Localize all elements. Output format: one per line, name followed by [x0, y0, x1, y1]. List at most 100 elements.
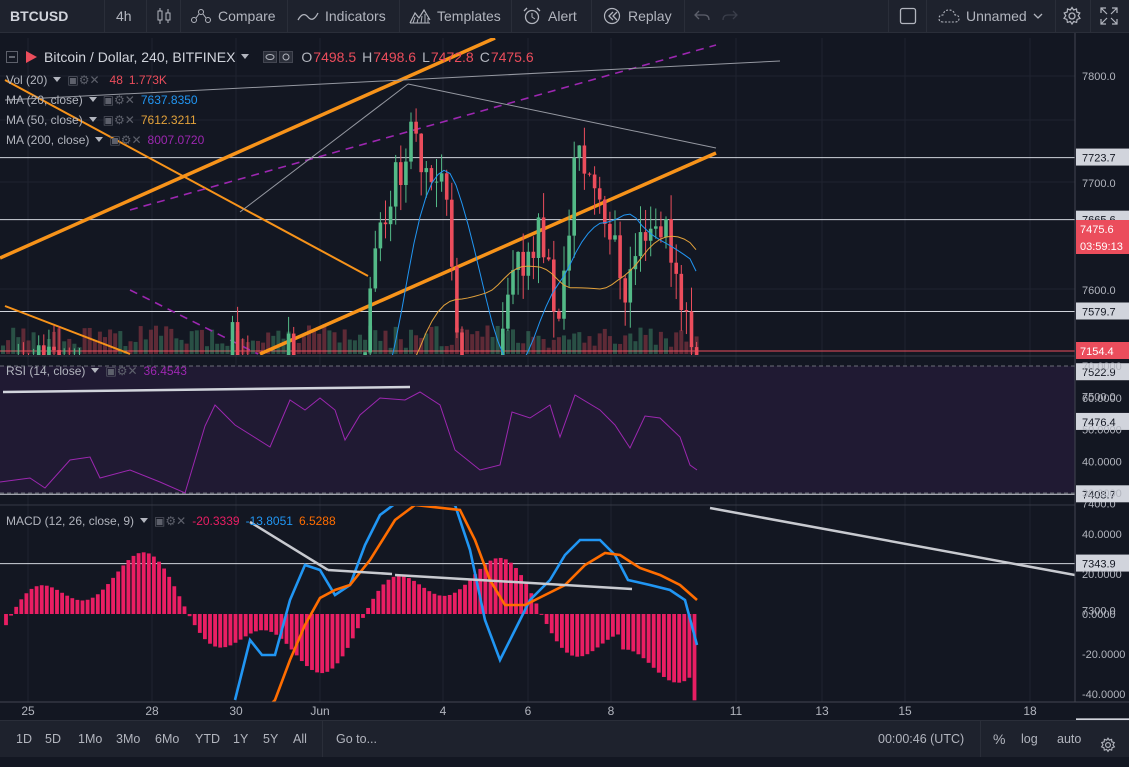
candle[interactable] — [552, 259, 556, 312]
time-tick[interactable]: 4 — [440, 704, 447, 718]
candle[interactable] — [608, 223, 612, 240]
time-tick[interactable]: Jun — [310, 704, 329, 718]
scale-settings-button[interactable] — [1100, 731, 1116, 753]
candle[interactable] — [444, 173, 449, 200]
templates-button[interactable]: Templates — [409, 0, 501, 32]
candle[interactable] — [393, 162, 398, 207]
indicator-label[interactable]: MA (20, close) — [6, 93, 83, 107]
time-tick[interactable]: 15 — [898, 704, 912, 718]
indicator-controls-icon[interactable]: ▣⚙✕ — [154, 514, 187, 528]
range-5y[interactable]: 5Y — [263, 732, 279, 746]
candle[interactable] — [404, 161, 408, 186]
candle[interactable] — [388, 206, 393, 225]
macd-pane[interactable] — [4, 500, 1075, 720]
legend-controls[interactable] — [263, 51, 294, 63]
time-tick[interactable]: 25 — [21, 704, 35, 718]
candle[interactable] — [562, 270, 566, 319]
dashed-trendline[interactable] — [129, 44, 717, 211]
candle[interactable] — [291, 333, 296, 366]
candle[interactable] — [628, 269, 633, 303]
candle[interactable] — [689, 311, 694, 348]
candle[interactable] — [378, 222, 383, 249]
candle[interactable] — [439, 173, 444, 182]
trendline[interactable] — [407, 83, 717, 149]
range-5d[interactable]: 5D — [45, 732, 61, 746]
candle[interactable] — [460, 332, 464, 360]
expand-button[interactable] — [1100, 0, 1118, 32]
range-6mo[interactable]: 6Mo — [155, 732, 180, 746]
low-price-label[interactable]: 7154.4 — [1080, 346, 1114, 358]
candle[interactable] — [684, 309, 689, 312]
range-1d[interactable]: 1D — [16, 732, 32, 746]
interval-button[interactable]: 4h — [116, 8, 132, 24]
time-tick[interactable]: 8 — [608, 704, 615, 718]
collapse-icon[interactable] — [6, 51, 18, 63]
candle[interactable] — [597, 188, 602, 200]
caret-down-icon[interactable] — [95, 137, 104, 143]
candle[interactable] — [409, 121, 413, 162]
candle[interactable] — [572, 157, 576, 236]
rsi-trendline[interactable] — [2, 385, 411, 394]
candle[interactable] — [536, 217, 541, 258]
caret-down-icon[interactable] — [140, 518, 149, 524]
descending-line[interactable] — [4, 305, 131, 355]
time-tick[interactable]: 6 — [525, 704, 532, 718]
candle[interactable] — [363, 352, 367, 375]
candle[interactable] — [648, 228, 653, 241]
range-all[interactable]: All — [293, 732, 307, 746]
legend-rsi[interactable]: RSI (14, close) ▣⚙✕ 36.4543 — [6, 364, 187, 378]
trend-drawings[interactable] — [0, 38, 781, 355]
candle[interactable] — [557, 311, 561, 319]
auto-toggle[interactable]: auto — [1057, 732, 1082, 746]
candle[interactable] — [511, 269, 515, 295]
legend-volume[interactable]: Vol (20) ▣⚙✕ 48 1.773K — [6, 70, 204, 90]
symbol-search[interactable]: BTCUSD — [10, 8, 69, 24]
candle[interactable] — [592, 174, 597, 189]
undo-button[interactable] — [694, 0, 710, 32]
range-3mo[interactable]: 3Mo — [116, 732, 141, 746]
caret-down-icon[interactable] — [88, 117, 97, 123]
range-ytd[interactable]: YTD — [195, 732, 220, 746]
time-tick[interactable]: 18 — [1023, 704, 1037, 718]
price-pane[interactable] — [0, 38, 1075, 720]
price-tick[interactable]: 7800.0 — [1082, 71, 1116, 83]
candle[interactable] — [501, 328, 505, 380]
candle[interactable] — [618, 235, 622, 279]
macd-axis[interactable]: 40.0000 20.0000 0.0000 -20.0000 -40.0000 — [1082, 529, 1125, 701]
candle[interactable] — [42, 345, 46, 374]
indicator-controls-icon[interactable]: ▣⚙✕ — [105, 364, 138, 378]
range-1y[interactable]: 1Y — [233, 732, 249, 746]
candle[interactable] — [582, 145, 587, 174]
time-tick[interactable]: 13 — [815, 704, 829, 718]
rsi-axis[interactable]: 70.0000 60.0000 50.0000 40.0000 30.0000 — [1082, 361, 1122, 500]
rsi-pane[interactable] — [0, 365, 1075, 494]
symbol-name[interactable]: Bitcoin / Dollar, 240, BITFINEX — [44, 49, 236, 65]
settings-button[interactable] — [1062, 0, 1082, 32]
price-level-label[interactable]: 7522.9 — [1082, 367, 1116, 379]
range-1mo[interactable]: 1Mo — [78, 732, 103, 746]
price-level-label[interactable]: 7579.7 — [1082, 307, 1116, 319]
candle[interactable] — [638, 232, 643, 257]
candle[interactable] — [587, 173, 592, 175]
goto-button[interactable]: Go to... — [336, 732, 377, 746]
log-toggle[interactable]: log — [1021, 732, 1038, 746]
candle[interactable] — [654, 226, 658, 229]
price-tick[interactable]: 7700.0 — [1082, 178, 1116, 190]
candle[interactable] — [383, 222, 388, 225]
candle[interactable] — [57, 350, 61, 373]
candle[interactable] — [47, 346, 51, 375]
candle[interactable] — [429, 168, 434, 183]
price-level-label[interactable]: 7723.7 — [1082, 153, 1116, 165]
indicator-label[interactable]: MA (50, close) — [6, 113, 83, 127]
candle[interactable] — [613, 235, 617, 240]
candle[interactable] — [546, 257, 551, 260]
candle[interactable] — [694, 347, 699, 426]
indicator-controls-icon[interactable]: ▣⚙✕ — [67, 73, 100, 87]
price-level-label[interactable]: 7476.4 — [1082, 417, 1116, 429]
candle[interactable] — [516, 251, 520, 270]
candle[interactable] — [506, 294, 510, 329]
caret-down-icon[interactable] — [88, 97, 97, 103]
caret-down-icon[interactable] — [53, 77, 62, 83]
indicator-label[interactable]: Vol (20) — [6, 73, 48, 87]
candle[interactable] — [623, 278, 627, 303]
